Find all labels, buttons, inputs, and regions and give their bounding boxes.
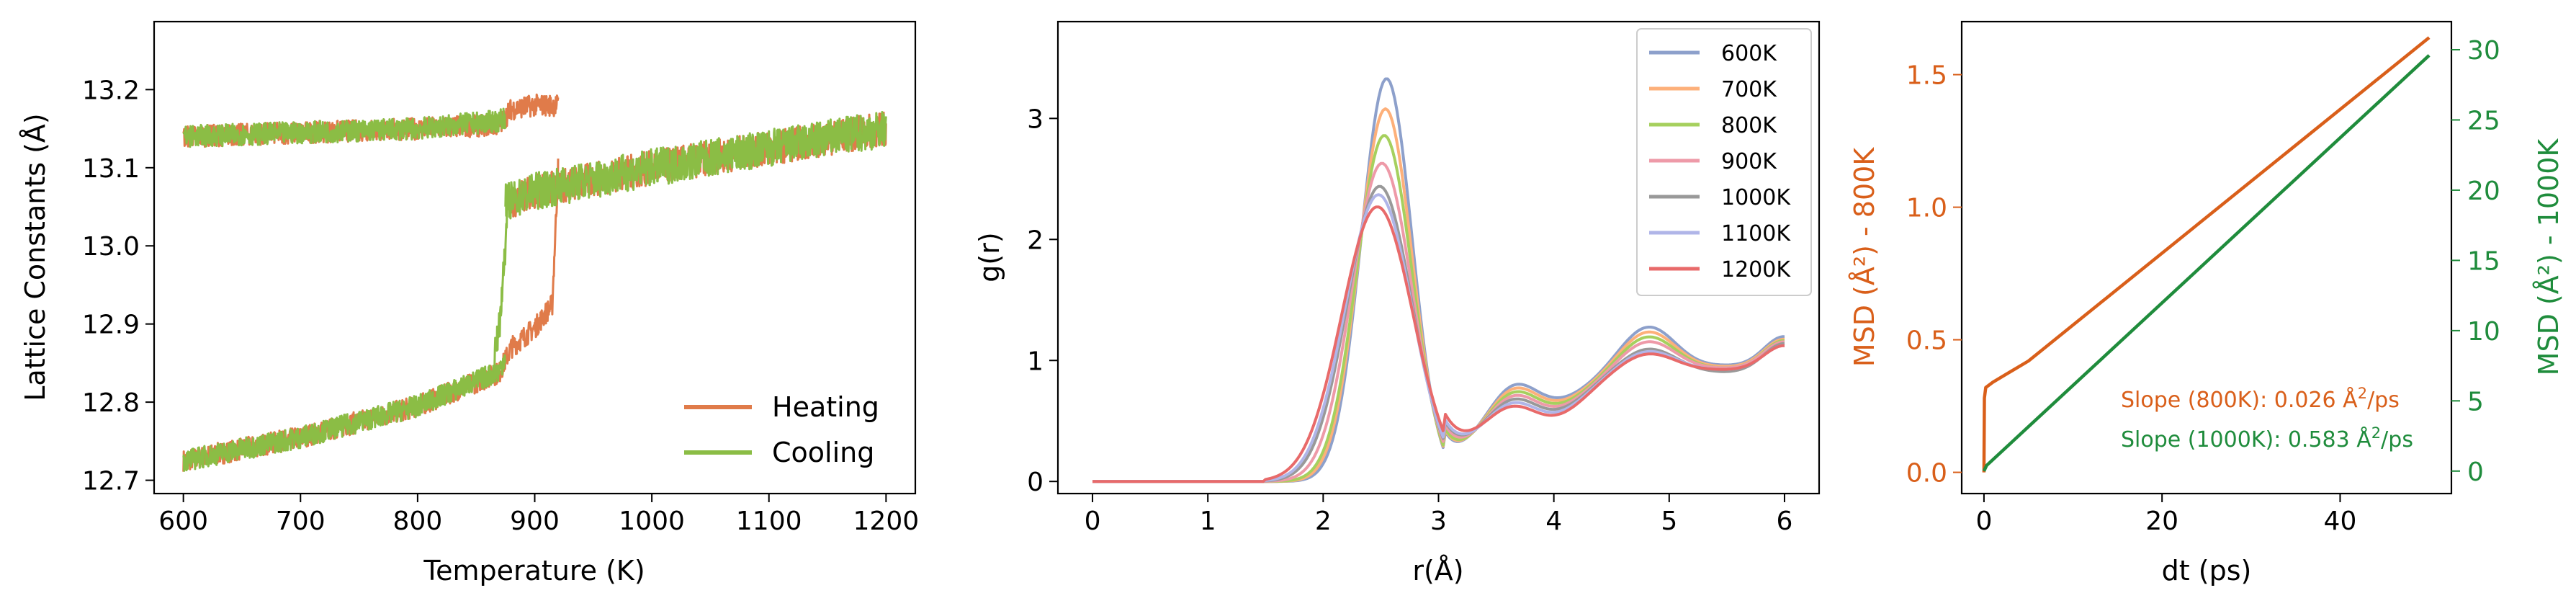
legend-label-1000k: 1000K [1721, 185, 1791, 210]
lattice-x-tick-label: 800 [393, 507, 443, 536]
rdf-y-tick-label: 3 [1027, 104, 1044, 134]
msd-left-y-tick-label: 0.5 [1906, 326, 1947, 356]
lattice-y-tick-label: 12.8 [82, 388, 140, 418]
slope-1000k-sup: 2 [2371, 424, 2381, 442]
legend-label-heating: Heating [772, 391, 879, 423]
msd-left-y-tick-label: 1.0 [1906, 194, 1947, 223]
msd-right-y-tick-label: 5 [2467, 387, 2484, 416]
rdf-legend-box [1636, 28, 1812, 296]
lattice-x-axis-label: Temperature (K) [423, 555, 645, 587]
msd-plot-frame [1960, 20, 2453, 495]
panel-rdf: 0 1 2 3 4 5 6 0 1 2 3 r(Å) g(r) 600K 700K 800K 900K 1… [974, 20, 1821, 587]
msd-right-y-ticks: 0 5 10 15 20 25 30 [2451, 36, 2500, 487]
lattice-y-ticks: 12.7 12.8 12.9 13.0 13.1 13.2 [82, 76, 154, 496]
legend-label-900k: 900K [1721, 149, 1777, 174]
lattice-x-tick-label: 1200 [853, 507, 920, 536]
rdf-x-tick-label: 5 [1661, 507, 1677, 536]
rdf-series-lines [1092, 77, 1785, 483]
lattice-line-cooling [504, 111, 887, 220]
msd-right-y-tick-label: 10 [2467, 317, 2500, 347]
msd-line-800k [1982, 36, 2431, 473]
rdf-x-tick-label: 3 [1430, 507, 1447, 536]
lattice-line-cooling [493, 182, 511, 373]
lattice-x-tick-label: 700 [276, 507, 326, 536]
rdf-x-tick-label: 6 [1777, 507, 1793, 536]
panel-lattice: 600 700 800 900 1000 1100 1200 12.7 12.8 12.9 13.… [19, 20, 919, 587]
rdf-y-tick-label: 1 [1027, 347, 1044, 376]
legend-label-cooling: Cooling [772, 437, 874, 468]
msd-left-y-ticks: 0.0 0.5 1.0 1.5 [1906, 61, 1962, 489]
msd-line-1000k [1982, 54, 2431, 472]
msd-slope-800k-annotation: Slope (800K): 0.026 Å2/ps [2121, 385, 2400, 413]
msd-slope-1000k-annotation: Slope (1000K): 0.583 Å2/ps [2121, 424, 2413, 452]
msd-x-axis-label: dt (ps) [2162, 555, 2252, 587]
msd-right-y-tick-label: 15 [2467, 246, 2500, 276]
msd-right-y-tick-label: 0 [2467, 458, 2484, 487]
rdf-x-tick-label: 0 [1085, 507, 1101, 536]
msd-left-y-tick-label: 0.0 [1906, 459, 1947, 489]
lattice-series-lines [182, 93, 887, 472]
lattice-y-tick-label: 12.7 [82, 467, 140, 496]
lattice-x-tick-label: 900 [510, 507, 560, 536]
slope-800k-text: Slope (800K): 0.026 Å [2121, 387, 2358, 413]
msd-series-lines [1982, 36, 2431, 473]
lattice-y-tick-label: 12.9 [82, 311, 140, 340]
msd-right-y-axis-label: MSD (Å²) - 1000K [2533, 138, 2564, 376]
lattice-line-cooling [182, 107, 507, 148]
lattice-x-ticks: 600 700 800 900 1000 1100 1200 [158, 494, 919, 536]
msd-right-y-tick-label: 25 [2467, 106, 2500, 135]
rdf-y-axis-label: g(r) [974, 232, 1005, 282]
slope-1000k-unit: /ps [2381, 427, 2413, 452]
slope-800k-unit: /ps [2367, 388, 2400, 413]
rdf-x-tick-label: 2 [1315, 507, 1332, 536]
legend-label-1100k: 1100K [1721, 221, 1791, 246]
msd-x-ticks: 0 20 40 [1975, 494, 2356, 536]
slope-800k-sup: 2 [2358, 385, 2367, 402]
rdf-line-1200k [1092, 205, 1785, 483]
lattice-y-axis-label: Lattice Constants (Å) [19, 113, 51, 401]
msd-right-y-tick-label: 30 [2467, 36, 2500, 66]
lattice-y-tick-label: 13.0 [82, 232, 140, 262]
msd-x-tick-label: 20 [2145, 507, 2178, 536]
rdf-y-ticks: 0 1 2 3 [1027, 104, 1058, 497]
lattice-x-tick-label: 1000 [619, 507, 685, 536]
lattice-legend: Heating Cooling [684, 391, 879, 468]
rdf-y-tick-label: 2 [1027, 226, 1044, 255]
legend-label-700k: 700K [1721, 77, 1777, 102]
lattice-x-tick-label: 1100 [736, 507, 802, 536]
rdf-x-ticks: 0 1 2 3 4 5 6 [1085, 494, 1793, 536]
msd-left-y-tick-label: 1.5 [1906, 61, 1947, 91]
legend-label-800k: 800K [1721, 113, 1777, 138]
rdf-x-tick-label: 4 [1545, 507, 1562, 536]
msd-x-tick-label: 40 [2324, 507, 2357, 536]
msd-left-y-axis-label: MSD (Å²) - 800K [1849, 147, 1880, 367]
rdf-legend: 600K 700K 800K 900K 1000K 1100K 1200K [1636, 28, 1812, 296]
rdf-x-tick-label: 1 [1200, 507, 1216, 536]
lattice-line-cooling [182, 354, 507, 472]
rdf-x-axis-label: r(Å) [1412, 555, 1463, 587]
legend-label-600k: 600K [1721, 41, 1777, 66]
lattice-y-tick-label: 13.2 [82, 76, 140, 105]
slope-1000k-text: Slope (1000K): 0.583 Å [2121, 427, 2371, 452]
lattice-x-tick-label: 600 [158, 507, 208, 536]
msd-x-tick-label: 0 [1975, 507, 1992, 536]
rdf-y-tick-label: 0 [1027, 468, 1044, 497]
legend-label-1200k: 1200K [1721, 257, 1791, 282]
msd-right-y-tick-label: 20 [2467, 177, 2500, 206]
lattice-y-tick-label: 13.1 [82, 154, 140, 184]
